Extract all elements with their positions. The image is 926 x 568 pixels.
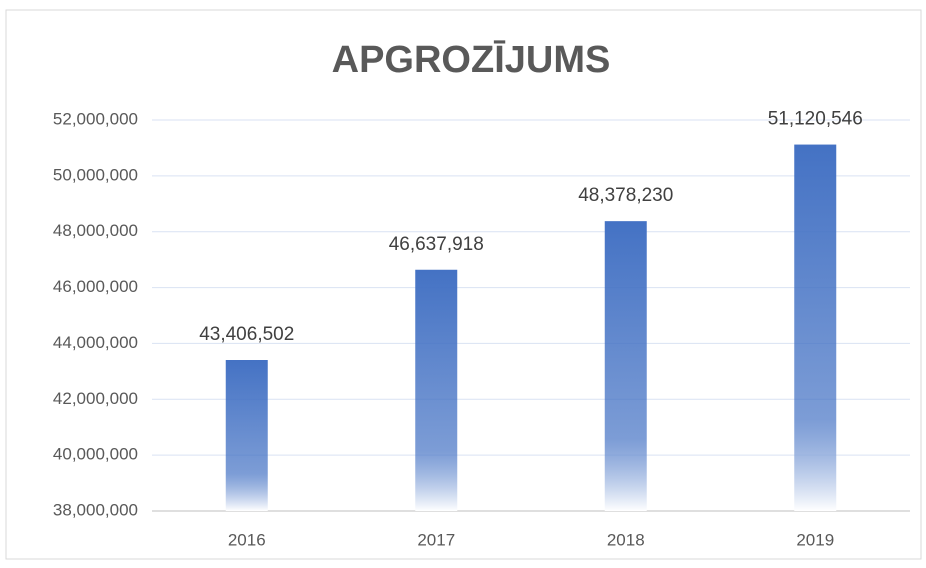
x-tick-label: 2017 — [417, 530, 455, 549]
bar — [604, 221, 647, 511]
y-tick-label: 48,000,000 — [53, 221, 138, 240]
y-tick-label: 52,000,000 — [53, 109, 138, 128]
y-tick-label: 38,000,000 — [53, 500, 138, 519]
bar — [794, 144, 837, 511]
value-label: 43,406,502 — [199, 324, 294, 345]
bar — [225, 360, 268, 511]
x-tick-label: 2016 — [228, 530, 266, 549]
bar — [415, 269, 458, 511]
value-label: 48,378,230 — [578, 185, 673, 206]
x-tick-label: 2018 — [607, 530, 645, 549]
chart-title: APGROZĪJUMS — [332, 39, 611, 81]
y-tick-label: 42,000,000 — [53, 389, 138, 408]
y-tick-label: 44,000,000 — [53, 333, 138, 352]
x-tick-label: 2019 — [796, 530, 834, 549]
y-tick-label: 40,000,000 — [53, 445, 138, 464]
y-tick-label: 50,000,000 — [53, 165, 138, 184]
y-tick-label: 46,000,000 — [53, 277, 138, 296]
value-label: 46,637,918 — [389, 234, 484, 255]
value-label: 51,120,546 — [768, 109, 863, 130]
chart-border — [5, 9, 922, 560]
